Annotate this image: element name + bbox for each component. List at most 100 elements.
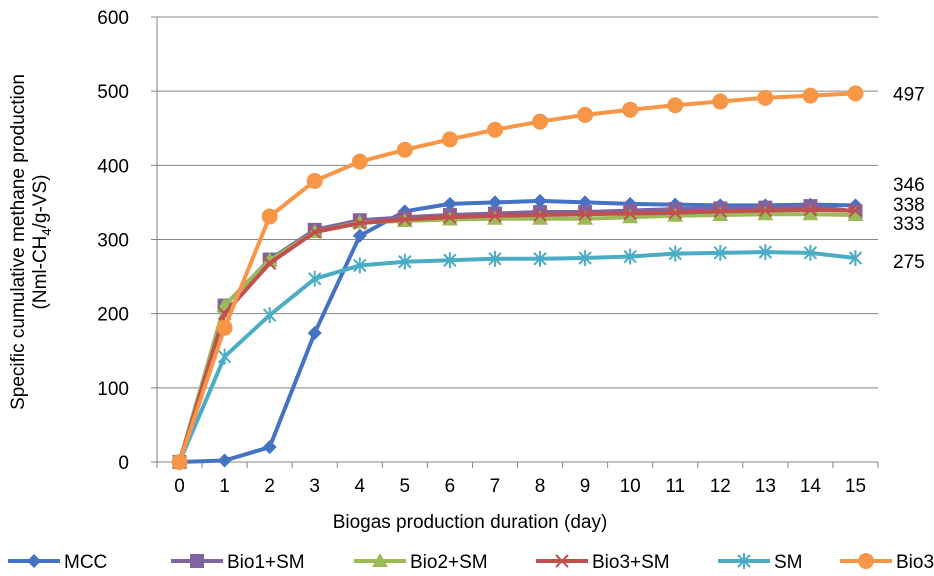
data-point — [352, 228, 367, 243]
data-point — [848, 203, 863, 218]
data-point — [533, 208, 547, 222]
legend-item: Bio3+SM — [536, 552, 670, 573]
x-axis-title: Biogas production duration (day) — [333, 512, 608, 533]
data-point — [262, 440, 277, 455]
data-point — [488, 209, 502, 223]
x-tick-label: 6 — [445, 476, 456, 497]
data-point — [577, 210, 594, 225]
series-layer — [171, 85, 864, 470]
data-point — [307, 325, 322, 340]
data-point — [532, 113, 549, 130]
legend-label: Bio3+SM — [592, 552, 670, 573]
data-point — [578, 207, 592, 221]
gridlines — [157, 16, 878, 463]
data-point — [262, 307, 277, 324]
data-point — [578, 250, 592, 267]
data-point — [398, 253, 412, 270]
data-point — [443, 252, 457, 269]
legend-swatch-marker — [858, 553, 874, 569]
x-tick-label: 14 — [800, 476, 822, 497]
series-bio3 — [171, 85, 864, 470]
series-line — [177, 91, 856, 463]
data-point — [487, 195, 502, 210]
data-point — [441, 131, 458, 148]
y-axis-title: Specific cumulative methane production (… — [8, 74, 54, 410]
data-point — [713, 244, 727, 261]
data-point — [757, 206, 774, 221]
data-point — [668, 206, 682, 220]
data-point — [217, 348, 232, 365]
data-point — [486, 121, 503, 138]
data-point — [577, 106, 594, 123]
legend-label: Bio3 — [896, 552, 934, 573]
y-axis-title-line1: Specific cumulative methane production — [8, 74, 29, 410]
data-point — [623, 248, 637, 265]
data-point — [758, 244, 773, 261]
y-tick-labels: 0 100 200 300 400 500 600 — [97, 8, 129, 474]
x-tick-label: 1 — [219, 476, 230, 497]
data-point — [848, 250, 863, 267]
x-tick-label: 2 — [264, 476, 275, 497]
data-point — [353, 257, 367, 274]
data-point — [802, 87, 819, 104]
data-point — [442, 196, 457, 211]
data-point — [533, 193, 548, 208]
end-value-label: 346 — [893, 175, 925, 196]
y-tick-label: 300 — [97, 231, 129, 252]
legend-swatch-marker — [555, 554, 569, 568]
legend-item: SM — [718, 552, 803, 573]
y-tick-label: 200 — [97, 305, 129, 326]
data-point — [667, 97, 684, 114]
legend-item: MCC — [8, 552, 107, 573]
data-point — [847, 85, 864, 102]
data-point — [803, 244, 818, 261]
y-axis-title-line2: (Nml-CH4/g-VS) — [30, 175, 54, 310]
legend-item: Bio2+SM — [354, 552, 488, 573]
y-tick-label: 100 — [97, 379, 129, 400]
x-tick-label: 4 — [354, 476, 365, 497]
x-tick-label: 9 — [580, 476, 591, 497]
data-point — [396, 141, 413, 158]
data-point — [398, 212, 412, 227]
x-tick-label: 8 — [535, 476, 546, 497]
data-point — [171, 454, 188, 470]
legend-label: SM — [774, 552, 803, 573]
data-point — [712, 93, 729, 110]
data-point — [351, 153, 368, 170]
data-point — [713, 204, 727, 219]
end-value-label: 338 — [893, 195, 925, 216]
series-line — [177, 207, 856, 463]
x-tick-label: 3 — [309, 476, 320, 497]
end-value-label: 333 — [893, 214, 925, 235]
y-tick-label: 600 — [97, 8, 129, 29]
legend-label: Bio1+SM — [227, 552, 305, 573]
data-point — [623, 206, 637, 221]
x-tick-label: 5 — [400, 476, 411, 497]
x-tick-label: 10 — [620, 476, 641, 497]
data-point — [532, 210, 549, 225]
data-point — [216, 319, 233, 336]
series-mcc — [172, 193, 863, 469]
data-point — [533, 250, 547, 267]
x-tick-label: 15 — [845, 476, 866, 497]
end-value-label: 275 — [893, 252, 925, 273]
x-tick-labels: 0 1 2 3 4 5 6 7 8 9 10 11 12 13 14 15 — [174, 476, 866, 497]
data-point — [622, 101, 639, 118]
data-point — [306, 172, 323, 189]
legend-item: Bio3 — [840, 552, 934, 573]
data-point — [308, 270, 322, 287]
series-line — [177, 250, 856, 463]
legend-swatch-marker — [737, 553, 751, 569]
data-point — [802, 206, 819, 221]
x-tick-label: 12 — [710, 476, 731, 497]
y-tick-label: 500 — [97, 82, 129, 103]
y-tick-label: 0 — [118, 453, 129, 474]
x-tick-label: 0 — [174, 476, 185, 497]
x-tick-label: 13 — [755, 476, 776, 497]
legend-item: Bio1+SM — [171, 552, 305, 573]
data-point — [488, 250, 502, 267]
data-point — [712, 207, 729, 222]
legend-swatch-marker — [27, 554, 41, 568]
data-point — [622, 209, 639, 224]
